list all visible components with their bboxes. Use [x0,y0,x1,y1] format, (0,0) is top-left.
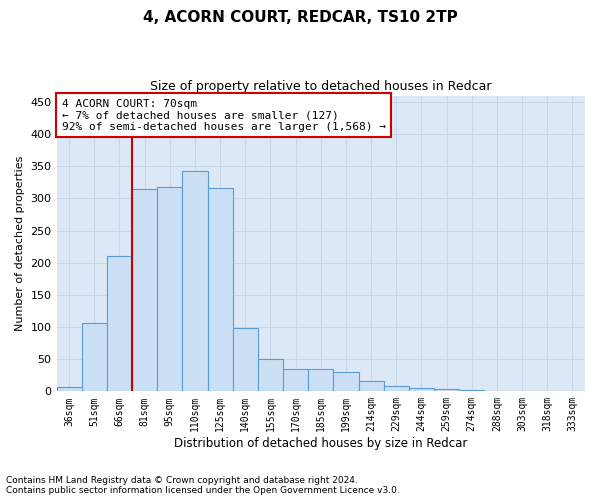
Bar [283,369,308,392]
Bar [484,390,509,392]
Bar [56,387,82,392]
Bar [132,189,157,392]
Text: 4 ACORN COURT: 70sqm
← 7% of detached houses are smaller (127)
92% of semi-detac: 4 ACORN COURT: 70sqm ← 7% of detached ho… [62,98,386,132]
Bar [82,323,107,392]
Bar [535,390,560,392]
Bar [459,390,484,392]
Bar [208,188,233,392]
Bar [409,388,434,392]
Bar [434,389,459,392]
Bar [560,390,585,392]
Bar [509,390,535,392]
Bar [182,171,208,392]
Text: Contains HM Land Registry data © Crown copyright and database right 2024.
Contai: Contains HM Land Registry data © Crown c… [6,476,400,495]
Bar [308,369,334,392]
Text: 4, ACORN COURT, REDCAR, TS10 2TP: 4, ACORN COURT, REDCAR, TS10 2TP [143,10,457,25]
Bar [107,256,132,392]
Bar [157,187,182,392]
Title: Size of property relative to detached houses in Redcar: Size of property relative to detached ho… [150,80,491,93]
Bar [359,381,383,392]
Bar [383,386,409,392]
X-axis label: Distribution of detached houses by size in Redcar: Distribution of detached houses by size … [174,437,467,450]
Bar [233,328,258,392]
Y-axis label: Number of detached properties: Number of detached properties [15,156,25,331]
Bar [334,372,359,392]
Bar [258,359,283,392]
